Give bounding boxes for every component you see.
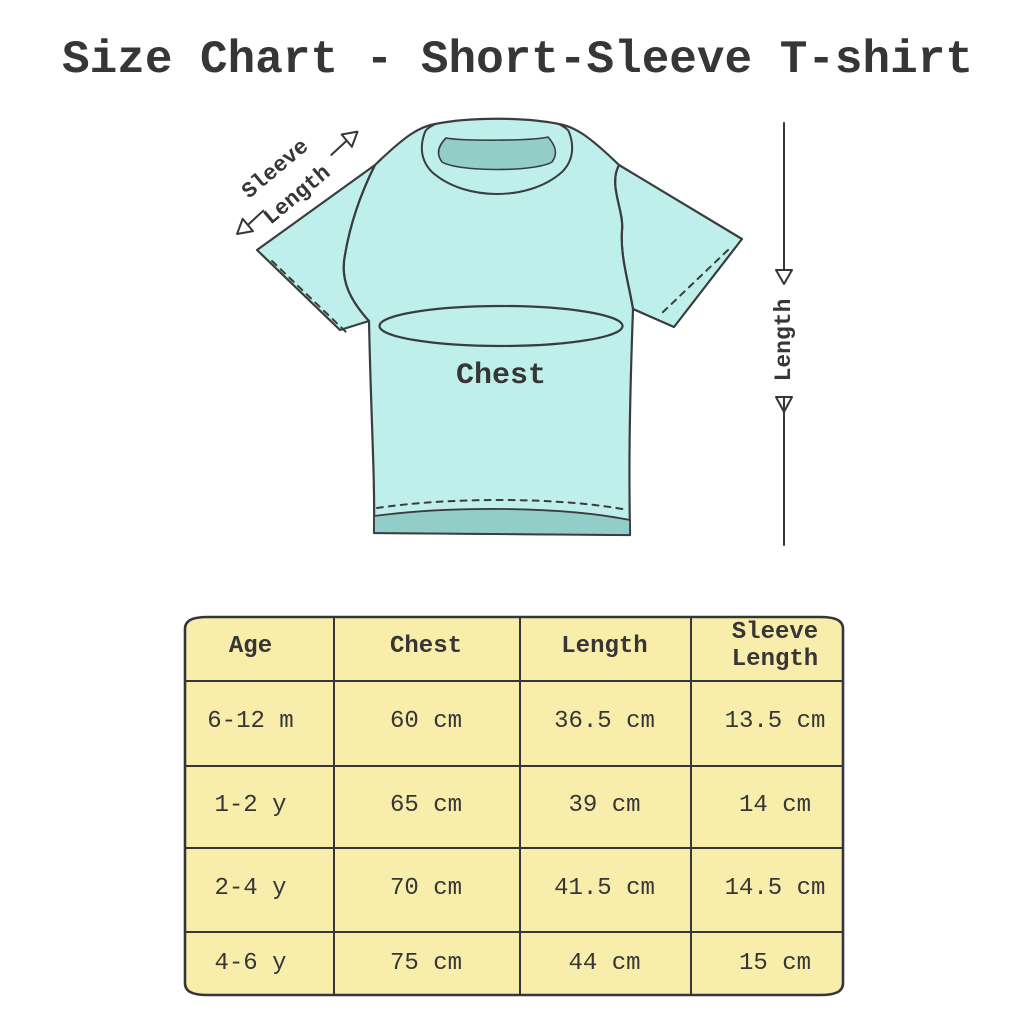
- svg-text:Length: Length: [771, 299, 797, 382]
- svg-text:Chest: Chest: [456, 359, 546, 393]
